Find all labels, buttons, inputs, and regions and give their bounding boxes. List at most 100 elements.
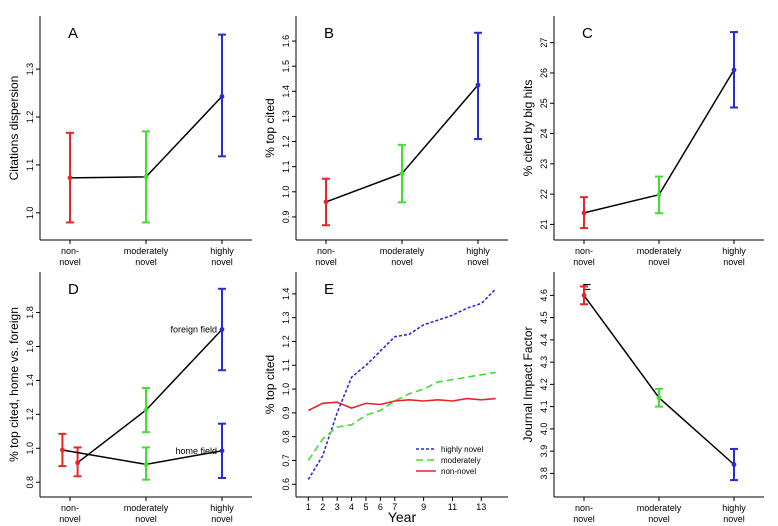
x-tick-label: 1	[306, 502, 311, 512]
y-tick-label: 4.1	[539, 400, 549, 413]
y-tick-label: 3.9	[539, 445, 549, 458]
x-tick-label: 3	[335, 502, 340, 512]
x-tick-label: non-	[575, 503, 593, 513]
y-tick-label: 1.3	[281, 110, 291, 123]
panel-letter: C	[582, 25, 593, 42]
x-tick-label: non-	[61, 503, 79, 513]
panel-letter: B	[324, 25, 334, 42]
y-tick-label: 1.2	[281, 335, 291, 348]
y-tick-label: 22	[539, 189, 549, 199]
data-point	[731, 67, 737, 73]
data-point	[656, 395, 662, 401]
x-axis-label: Year	[388, 509, 417, 525]
series-line-green	[307, 371, 496, 461]
x-tick-label: highly	[722, 503, 746, 513]
legend-label: moderately	[441, 456, 481, 465]
data-point	[581, 210, 587, 216]
y-tick-label: 4.0	[539, 423, 549, 436]
data-point	[67, 175, 73, 181]
panel-letter: F	[582, 281, 591, 298]
y-tick-label: 1.0	[25, 442, 35, 455]
y-tick-label: 4.4	[539, 334, 549, 347]
data-point	[143, 407, 149, 413]
y-tick-label: 27	[539, 38, 549, 48]
data-point	[323, 199, 329, 205]
x-tick-label: 4	[349, 502, 354, 512]
x-tick-label: 7	[392, 502, 397, 512]
y-tick-label: 0.7	[281, 454, 291, 467]
data-point	[656, 192, 662, 198]
x-tick-label: 13	[476, 502, 486, 512]
series-annotation: foreign field	[170, 325, 217, 335]
x-tick-label: non-	[317, 246, 335, 256]
x-tick-label: moderately	[637, 503, 682, 513]
data-point	[143, 461, 149, 467]
y-tick-label: 4.2	[539, 378, 549, 391]
series-annotation: home field	[175, 446, 217, 456]
y-axis-label: % top cited	[263, 355, 277, 414]
x-tick-label: novel	[723, 514, 745, 524]
panel-a: A 1.0 1.1 1.2 1.3 Citations dispersion non-nov…	[7, 16, 252, 267]
x-tick-label: moderately	[124, 246, 169, 256]
data-point	[219, 94, 225, 99]
y-axis-label: Citations dispersion	[7, 76, 21, 181]
panel-letter: A	[68, 25, 78, 42]
y-tick-label: 4.6	[539, 289, 549, 302]
y-tick-label: 1.6	[25, 340, 35, 353]
y-tick-label: 0.8	[281, 430, 291, 443]
x-tick-label: novel	[723, 257, 745, 267]
y-tick-label: 4.5	[539, 311, 549, 324]
x-tick-label: novel	[467, 257, 489, 267]
x-tick-label: moderately	[380, 246, 425, 256]
connecting-line	[583, 294, 735, 466]
x-tick-label: moderately	[637, 246, 682, 256]
y-tick-label: 4.3	[539, 356, 549, 369]
x-tick-label: novel	[391, 257, 413, 267]
y-tick-label: 1.4	[281, 288, 291, 301]
y-tick-label: 1.4	[25, 374, 35, 387]
data-point	[75, 460, 80, 466]
x-tick-label: moderately	[124, 503, 169, 513]
y-tick-label: 0.9	[281, 211, 291, 224]
y-axis-label: % cited by big hits	[521, 80, 535, 177]
data-point	[399, 171, 405, 176]
x-tick-label: 11	[448, 502, 457, 512]
y-axis-label: % top cited, home vs. foreign	[7, 307, 21, 462]
x-tick-label: 9	[421, 502, 426, 512]
legend-label: non-novel	[441, 467, 476, 476]
x-tick-label: highly	[210, 246, 234, 256]
y-tick-label: 1.2	[25, 408, 35, 421]
connecting-line	[77, 328, 223, 464]
panel-c: C 21 22 23 24 25 26 27 % cited by big hits non-no…	[521, 16, 764, 267]
y-tick-label: 23	[539, 159, 549, 169]
series-line-blue	[307, 288, 497, 480]
x-tick-label: 6	[378, 502, 383, 512]
y-tick-label: 1.3	[281, 311, 291, 324]
y-tick-label: 0.8	[25, 476, 35, 489]
y-tick-label: 1.4	[281, 85, 291, 98]
y-tick-label: 25	[539, 98, 549, 108]
data-point	[60, 447, 65, 453]
data-point	[581, 292, 587, 298]
x-tick-label: non-	[61, 246, 79, 256]
x-tick-label: novel	[315, 257, 337, 267]
y-tick-label: 1.3	[25, 63, 35, 76]
y-tick-label: 1.0	[281, 383, 291, 396]
x-tick-label: 5	[363, 502, 368, 512]
x-tick-label: highly	[722, 246, 746, 256]
y-tick-label: 26	[539, 68, 549, 78]
y-axis-label: Journal Impact Factor	[521, 326, 535, 442]
x-tick-label: novel	[648, 257, 670, 267]
panel-b: B 0.9 1.0 1.1 1.2 1.3 1.4 1.5 1.6 % top cited non-…	[263, 16, 508, 267]
y-tick-label: 1.2	[281, 135, 291, 148]
y-tick-label: 1.1	[281, 160, 291, 173]
panel-letter: D	[68, 281, 79, 298]
legend-label: highly novel	[441, 445, 483, 454]
x-tick-label: novel	[211, 257, 233, 267]
x-tick-label: novel	[648, 514, 670, 524]
y-tick-label: 1.0	[281, 186, 291, 199]
y-tick-label: 1.1	[25, 159, 35, 172]
data-point	[143, 174, 149, 180]
x-tick-label: novel	[59, 514, 81, 524]
